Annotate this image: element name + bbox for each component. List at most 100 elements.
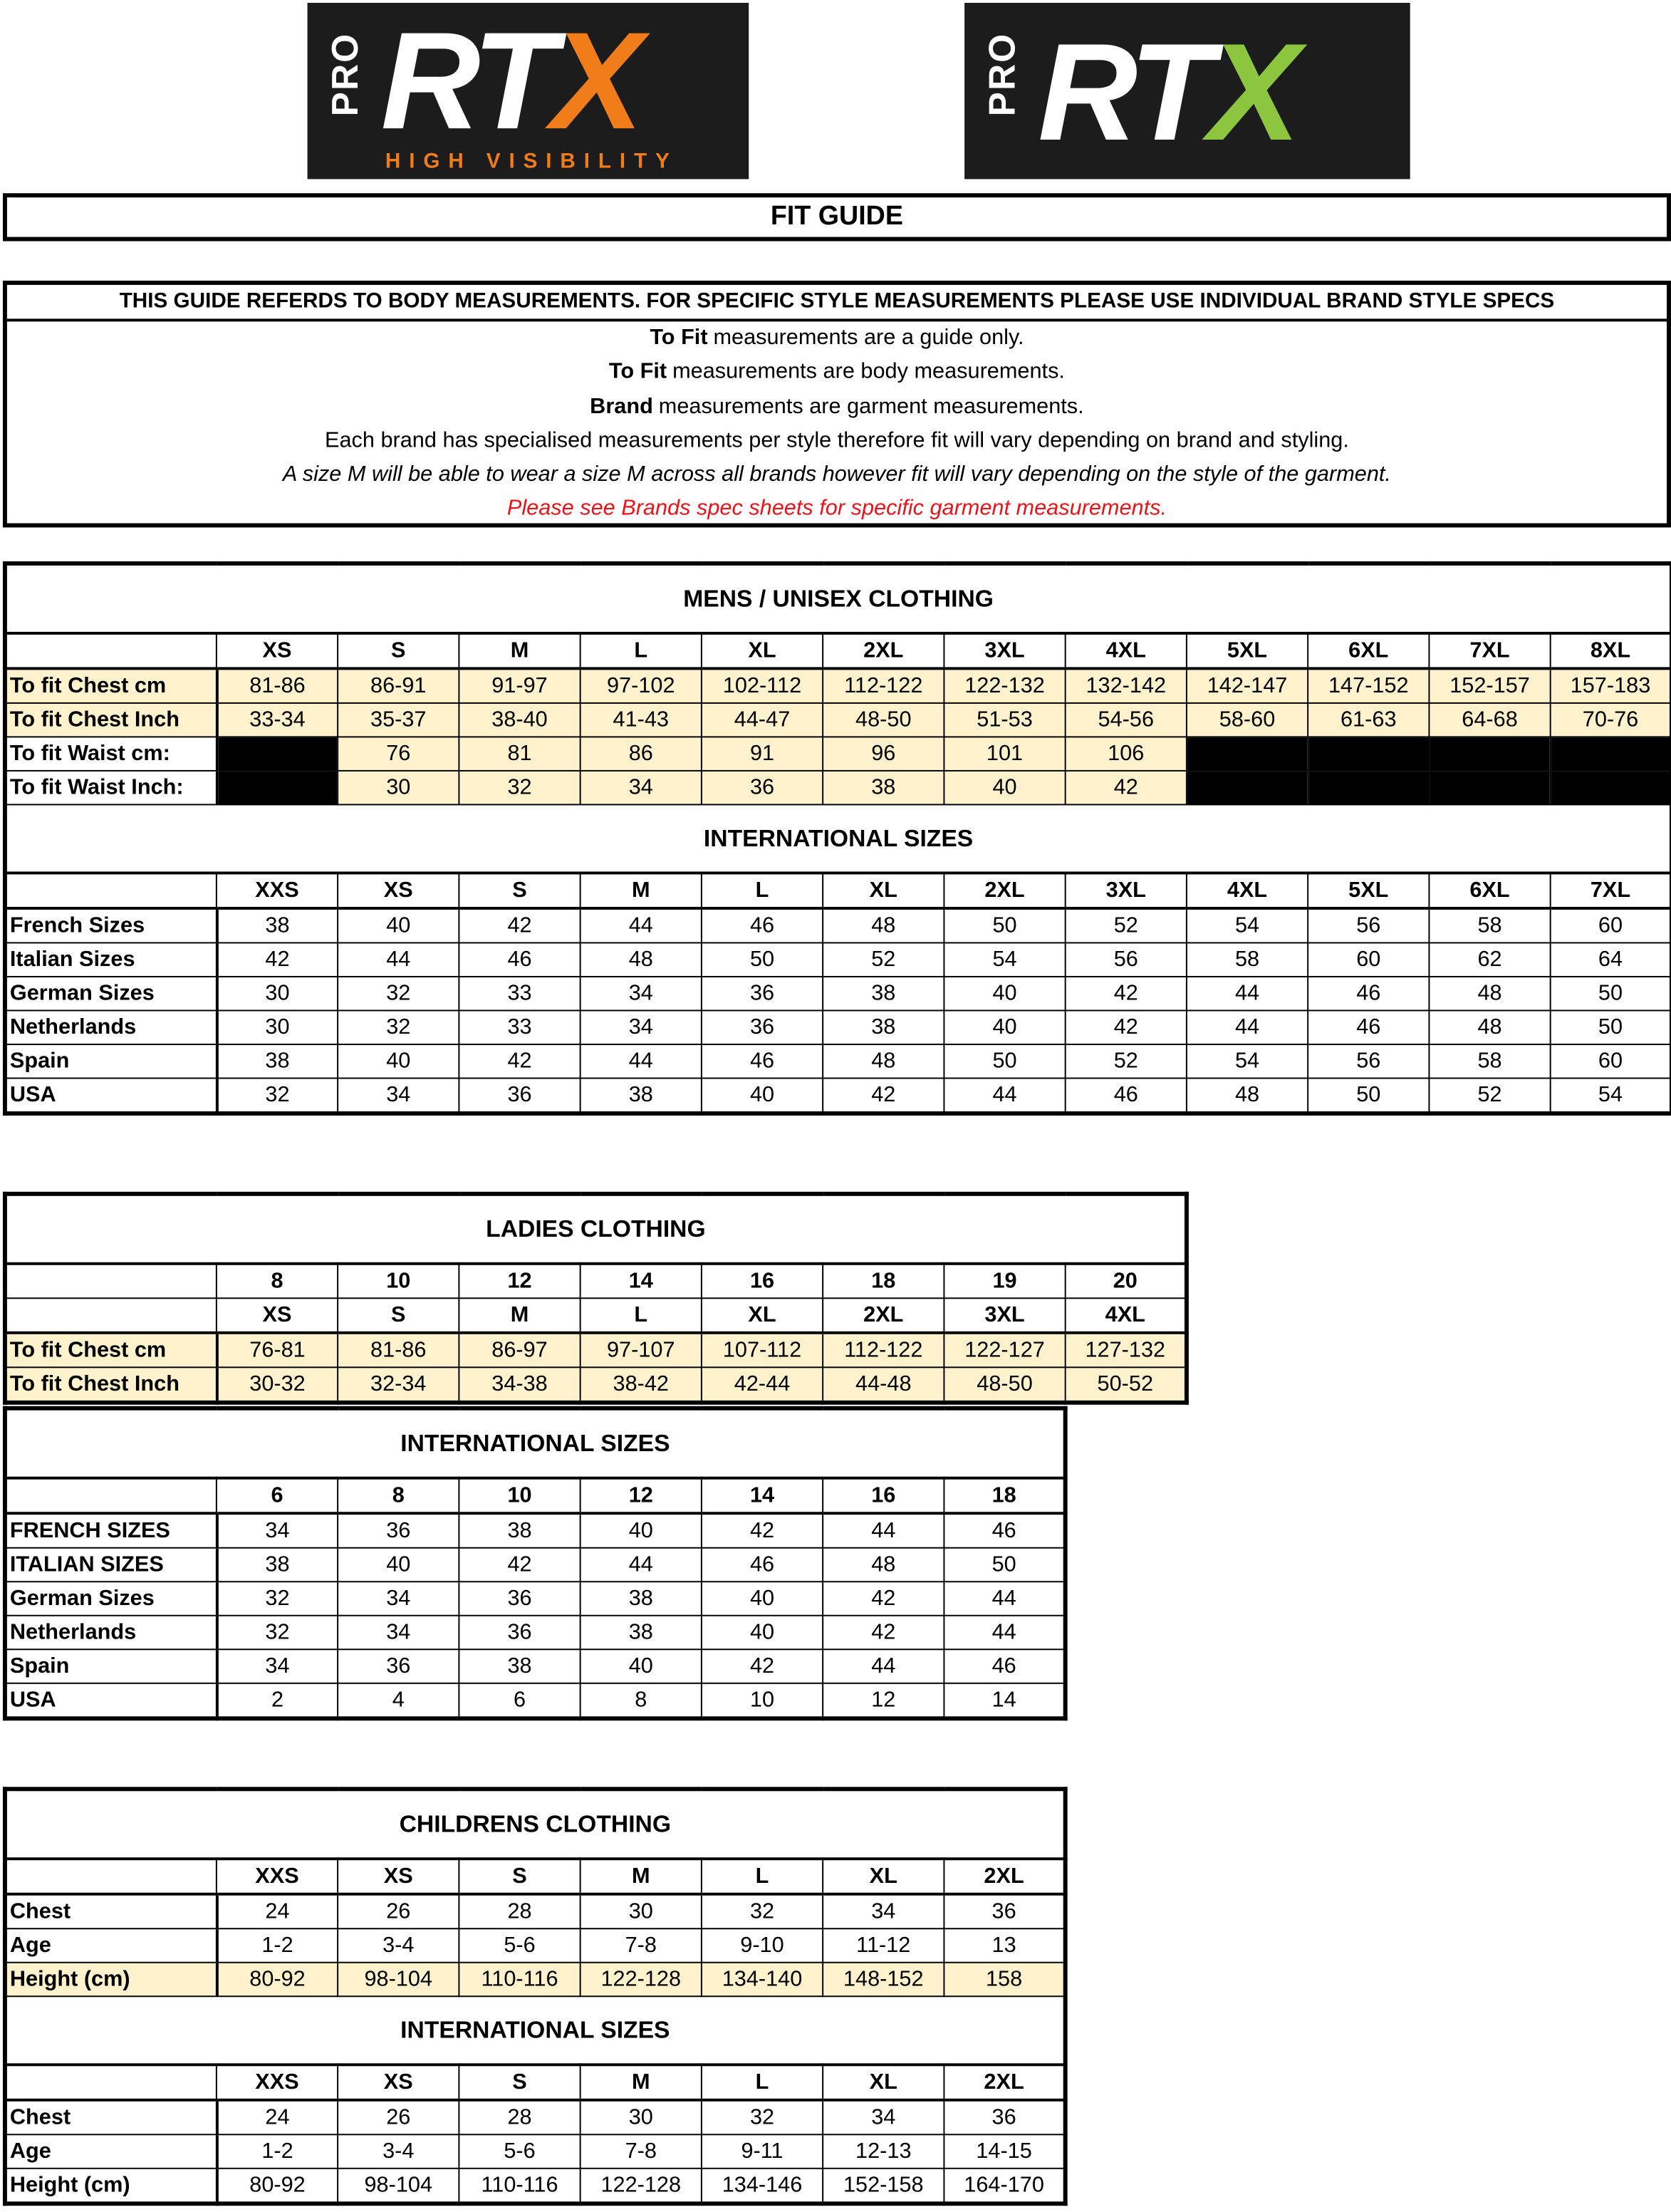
notice-text: Each brand has specialised measurements …: [324, 428, 1349, 453]
cell: 110-116: [458, 1961, 581, 1998]
row-label: To fit Chest cm: [4, 668, 218, 704]
cell: 46: [1307, 1009, 1430, 1045]
row-label: To fit Chest Inch: [4, 1366, 218, 1403]
notice-line: Each brand has specialised measurements …: [7, 425, 1667, 459]
cell: 44-47: [700, 702, 824, 738]
row-label: USA: [4, 1077, 218, 1114]
header-row: XXS XS S M L XL 2XL: [4, 1858, 1066, 1896]
cell: 50: [943, 1547, 1066, 1583]
cell: 34: [215, 1648, 339, 1684]
blank-cell: [1185, 736, 1309, 772]
cell: 36: [943, 2099, 1066, 2136]
section-title: LADIES CLOTHING: [4, 1193, 1187, 1265]
cell: 147-152: [1307, 668, 1430, 704]
header-row: XS S M L XL 2XL 3XL 4XL: [4, 1297, 1187, 1334]
cell: 42: [458, 907, 581, 944]
row-label: ITALIAN SIZES: [4, 1547, 218, 1583]
section-title: INTERNATIONAL SIZES: [4, 804, 1671, 875]
cell: 32: [337, 975, 460, 1012]
size-header: S: [337, 632, 460, 670]
data-row: Spain 34 36 38 40 42 44 46: [4, 1648, 1066, 1684]
cell: 48: [822, 1043, 945, 1079]
cell: 24: [215, 2099, 339, 2136]
blank-cell: [1428, 736, 1551, 772]
cell: 38: [215, 1547, 339, 1583]
notice-line: Please see Brands spec sheets for specif…: [7, 493, 1667, 527]
data-row: German Sizes 32 34 36 38 40 42 44: [4, 1581, 1066, 1616]
cell: 28: [458, 1893, 581, 1930]
size-header: 2XL: [822, 632, 945, 670]
cell: 38: [579, 1077, 702, 1114]
size-header: L: [700, 1858, 824, 1896]
notice-text: Please see Brands spec sheets for specif…: [506, 497, 1167, 521]
cell: 62: [1428, 942, 1551, 977]
title-row: INTERNATIONAL SIZES: [4, 1407, 1066, 1480]
cell: 127-132: [1064, 1331, 1187, 1369]
cell: 60: [1307, 942, 1430, 977]
cell: 12-13: [822, 2134, 945, 2169]
size-header: XL: [700, 632, 824, 670]
size-header: 20: [1064, 1262, 1187, 1299]
cell: 46: [700, 907, 824, 944]
row-label: German Sizes: [4, 975, 218, 1012]
cell: 44: [943, 1581, 1066, 1616]
size-header: 16: [822, 1477, 945, 1515]
cell: 30-32: [215, 1366, 339, 1403]
cell: 4: [337, 1682, 460, 1720]
cell: 38-40: [458, 702, 581, 738]
blank-cell: [1307, 736, 1430, 772]
cell: 40: [337, 1043, 460, 1079]
cell: 110-116: [458, 2167, 581, 2205]
row-label: Netherlands: [4, 1009, 218, 1045]
cell: 107-112: [700, 1331, 824, 1369]
cell: 44: [822, 1648, 945, 1684]
cell: 30: [337, 769, 460, 806]
cell: 34: [822, 2099, 945, 2136]
cell: 50: [1549, 1009, 1671, 1045]
cell: 42: [1064, 975, 1187, 1012]
blank-cell: [1185, 769, 1309, 806]
data-row: USA 32 34 36 38 40 42 44 46 48 50 52 54: [4, 1077, 1671, 1114]
size-header: 14: [579, 1262, 702, 1299]
cell: 76: [337, 736, 460, 772]
logo-rt: RT: [380, 2, 557, 158]
size-header: 8: [337, 1477, 460, 1515]
blank-cell: [215, 769, 339, 806]
cell: 36: [458, 1581, 581, 1616]
cell: 38: [822, 769, 945, 806]
cell: 26: [337, 2099, 460, 2136]
size-header: 12: [458, 1262, 581, 1299]
cell: 46: [1307, 975, 1430, 1012]
cell: 44: [943, 1077, 1066, 1114]
cell: 64: [1549, 942, 1671, 977]
cell: 98-104: [337, 1961, 460, 1998]
blank-cell: [4, 1262, 217, 1299]
cell: 42: [458, 1043, 581, 1079]
cell: 58: [1428, 1043, 1551, 1079]
data-row: ITALIAN SIZES 38 40 42 44 46 48 50: [4, 1547, 1066, 1583]
size-header: 19: [943, 1262, 1066, 1299]
cell: 54: [1185, 1043, 1309, 1079]
cell: 44: [337, 942, 460, 977]
data-row: German Sizes 30 32 33 34 36 38 40 42 44 46 48 50: [4, 975, 1671, 1012]
size-header: 4XL: [1185, 872, 1309, 910]
size-header: M: [458, 1297, 581, 1334]
cell: 91-97: [458, 668, 581, 704]
cell: 48: [822, 907, 945, 944]
size-header: 10: [458, 1477, 581, 1515]
data-row: Italian Sizes 42 44 46 48 50 52 54 56 58 60 62 64: [4, 942, 1671, 977]
title-row: INTERNATIONAL SIZES: [4, 1995, 1066, 2067]
logo-main: RTX: [1038, 23, 1301, 161]
size-header: M: [579, 1858, 702, 1896]
cell: 97-107: [579, 1331, 702, 1369]
cell: 40: [579, 1648, 702, 1684]
size-header: 3XL: [943, 632, 1066, 670]
cell: 46: [700, 1547, 824, 1583]
size-header: 7XL: [1428, 632, 1551, 670]
blank-cell: [4, 2064, 217, 2102]
notice-bold: To Fit: [608, 360, 667, 385]
cell: 40: [943, 975, 1066, 1012]
cell: 58-60: [1185, 702, 1309, 738]
cell: 30: [215, 1009, 339, 1045]
size-header: 10: [337, 1262, 460, 1299]
